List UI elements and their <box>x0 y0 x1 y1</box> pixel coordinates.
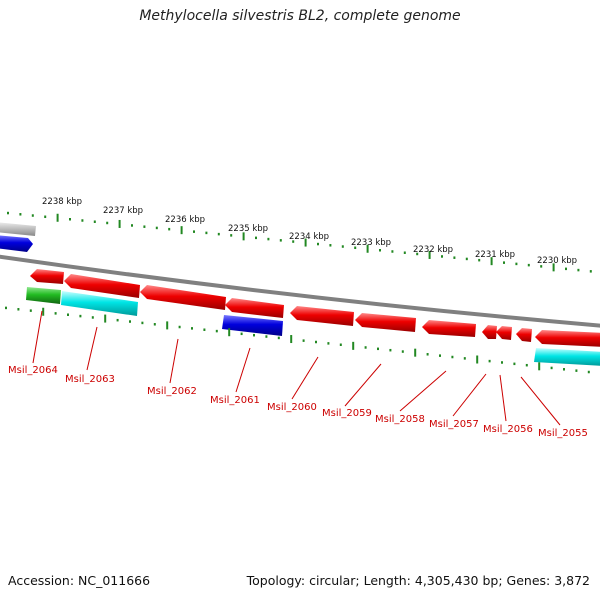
gene-label: Msil_2056 <box>483 424 533 435</box>
gene-label-leader <box>344 363 382 407</box>
gene-label-leader <box>452 373 487 417</box>
gene-box <box>534 348 600 366</box>
gene-arrow <box>30 269 64 284</box>
gene-label-leader <box>520 376 561 426</box>
gene-label-leader <box>399 370 447 412</box>
gene-arrow <box>225 298 284 318</box>
gene-label-leader <box>235 347 251 393</box>
gene-label: Msil_2062 <box>147 386 197 397</box>
gene-label-leader <box>499 374 507 422</box>
genome-summary-text: Topology: circular; Length: 4,305,430 bp… <box>246 573 590 588</box>
gene-label-leader <box>32 310 43 364</box>
map-title: Methylocella silvestris BL2, complete ge… <box>139 8 461 24</box>
gene-label: Msil_2063 <box>65 374 115 385</box>
kbp-tick-label: 2238 kbp <box>42 197 82 207</box>
kbp-tick-label: 2233 kbp <box>351 238 391 248</box>
gene-label: Msil_2059 <box>322 408 372 419</box>
gene-arrow <box>140 285 226 310</box>
gene-label: Msil_2064 <box>8 365 58 376</box>
gene-label: Msil_2058 <box>375 414 425 425</box>
inner-tick-track <box>5 306 590 374</box>
gene-label: Msil_2055 <box>538 428 588 439</box>
accession-text: Accession: NC_011666 <box>8 573 151 588</box>
kbp-scale-labels: 2238 kbp 2237 kbp 2236 kbp 2235 kbp 2234 kbp… <box>42 197 577 266</box>
gene-arrow <box>516 328 532 342</box>
gene-label-leader <box>86 326 98 371</box>
gene-arrow <box>355 313 416 332</box>
gene-box <box>222 315 283 336</box>
gene-label: Msil_2057 <box>429 419 479 430</box>
gene-box <box>26 287 61 304</box>
kbp-tick-label: 2234 kbp <box>289 232 329 242</box>
gene-label: Msil_2060 <box>267 402 317 413</box>
edge-feature-blue <box>0 235 33 252</box>
kbp-tick-label: 2237 kbp <box>103 206 143 216</box>
kbp-scale-track <box>7 211 592 273</box>
gene-arrow <box>535 330 600 347</box>
gene-arrow <box>290 306 354 326</box>
kbp-tick-label: 2236 kbp <box>165 215 205 225</box>
kbp-tick-label: 2230 kbp <box>537 256 577 266</box>
kbp-tick-label: 2235 kbp <box>228 224 268 234</box>
gene-arrow <box>482 325 497 339</box>
kbp-tick-label: 2232 kbp <box>413 245 453 255</box>
gene-arrow <box>422 320 476 337</box>
genes-layer <box>26 269 600 366</box>
gene-box <box>61 291 138 316</box>
gene-labels: Msil_2064 Msil_2063 Msil_2062 Msil_2061 Msil… <box>8 310 588 439</box>
kbp-tick-label: 2231 kbp <box>475 250 515 260</box>
gene-arrow <box>496 326 512 340</box>
gene-label-leader <box>291 356 319 400</box>
gene-arrow <box>64 274 140 298</box>
gene-label: Msil_2061 <box>210 395 260 406</box>
genome-backbone <box>0 254 600 328</box>
gene-label-leader <box>169 338 179 384</box>
edge-feature-grey <box>0 222 36 236</box>
